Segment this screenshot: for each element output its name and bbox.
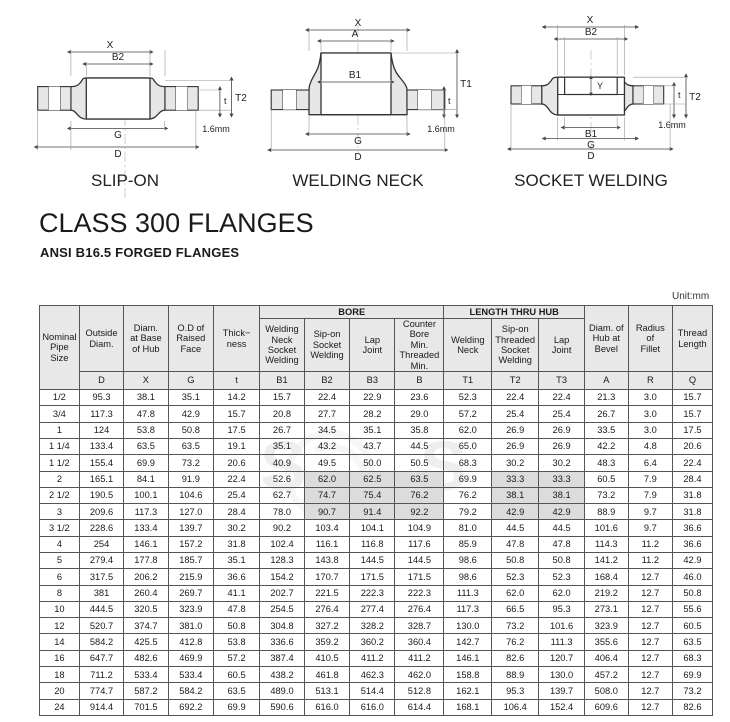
svg-text:X: X: [587, 15, 594, 26]
svg-text:G: G: [354, 136, 362, 147]
svg-text:D: D: [114, 149, 121, 160]
svg-text:X: X: [355, 18, 362, 29]
svg-text:1.6mm: 1.6mm: [427, 124, 455, 134]
svg-text:T1: T1: [460, 79, 472, 90]
svg-text:B2: B2: [112, 52, 125, 63]
svg-text:D: D: [354, 152, 361, 163]
svg-text:A: A: [352, 29, 359, 40]
svg-text:X: X: [107, 40, 114, 51]
svg-text:G: G: [114, 130, 122, 141]
svg-text:t: t: [678, 90, 681, 100]
svg-text:t: t: [224, 96, 227, 106]
svg-text:SLIP-ON: SLIP-ON: [91, 171, 159, 190]
svg-text:D: D: [587, 151, 594, 162]
svg-text:T2: T2: [689, 92, 701, 103]
svg-text:WELDING NECK: WELDING NECK: [292, 171, 424, 190]
svg-text:T2: T2: [235, 93, 247, 104]
svg-text:1.6mm: 1.6mm: [202, 124, 230, 134]
svg-text:Y: Y: [597, 81, 603, 91]
svg-text:t: t: [448, 96, 451, 106]
svg-text:SOCKET WELDING: SOCKET WELDING: [514, 171, 668, 190]
svg-text:1.6mm: 1.6mm: [658, 120, 686, 130]
svg-text:B2: B2: [585, 27, 598, 38]
svg-text:B1: B1: [349, 70, 362, 81]
